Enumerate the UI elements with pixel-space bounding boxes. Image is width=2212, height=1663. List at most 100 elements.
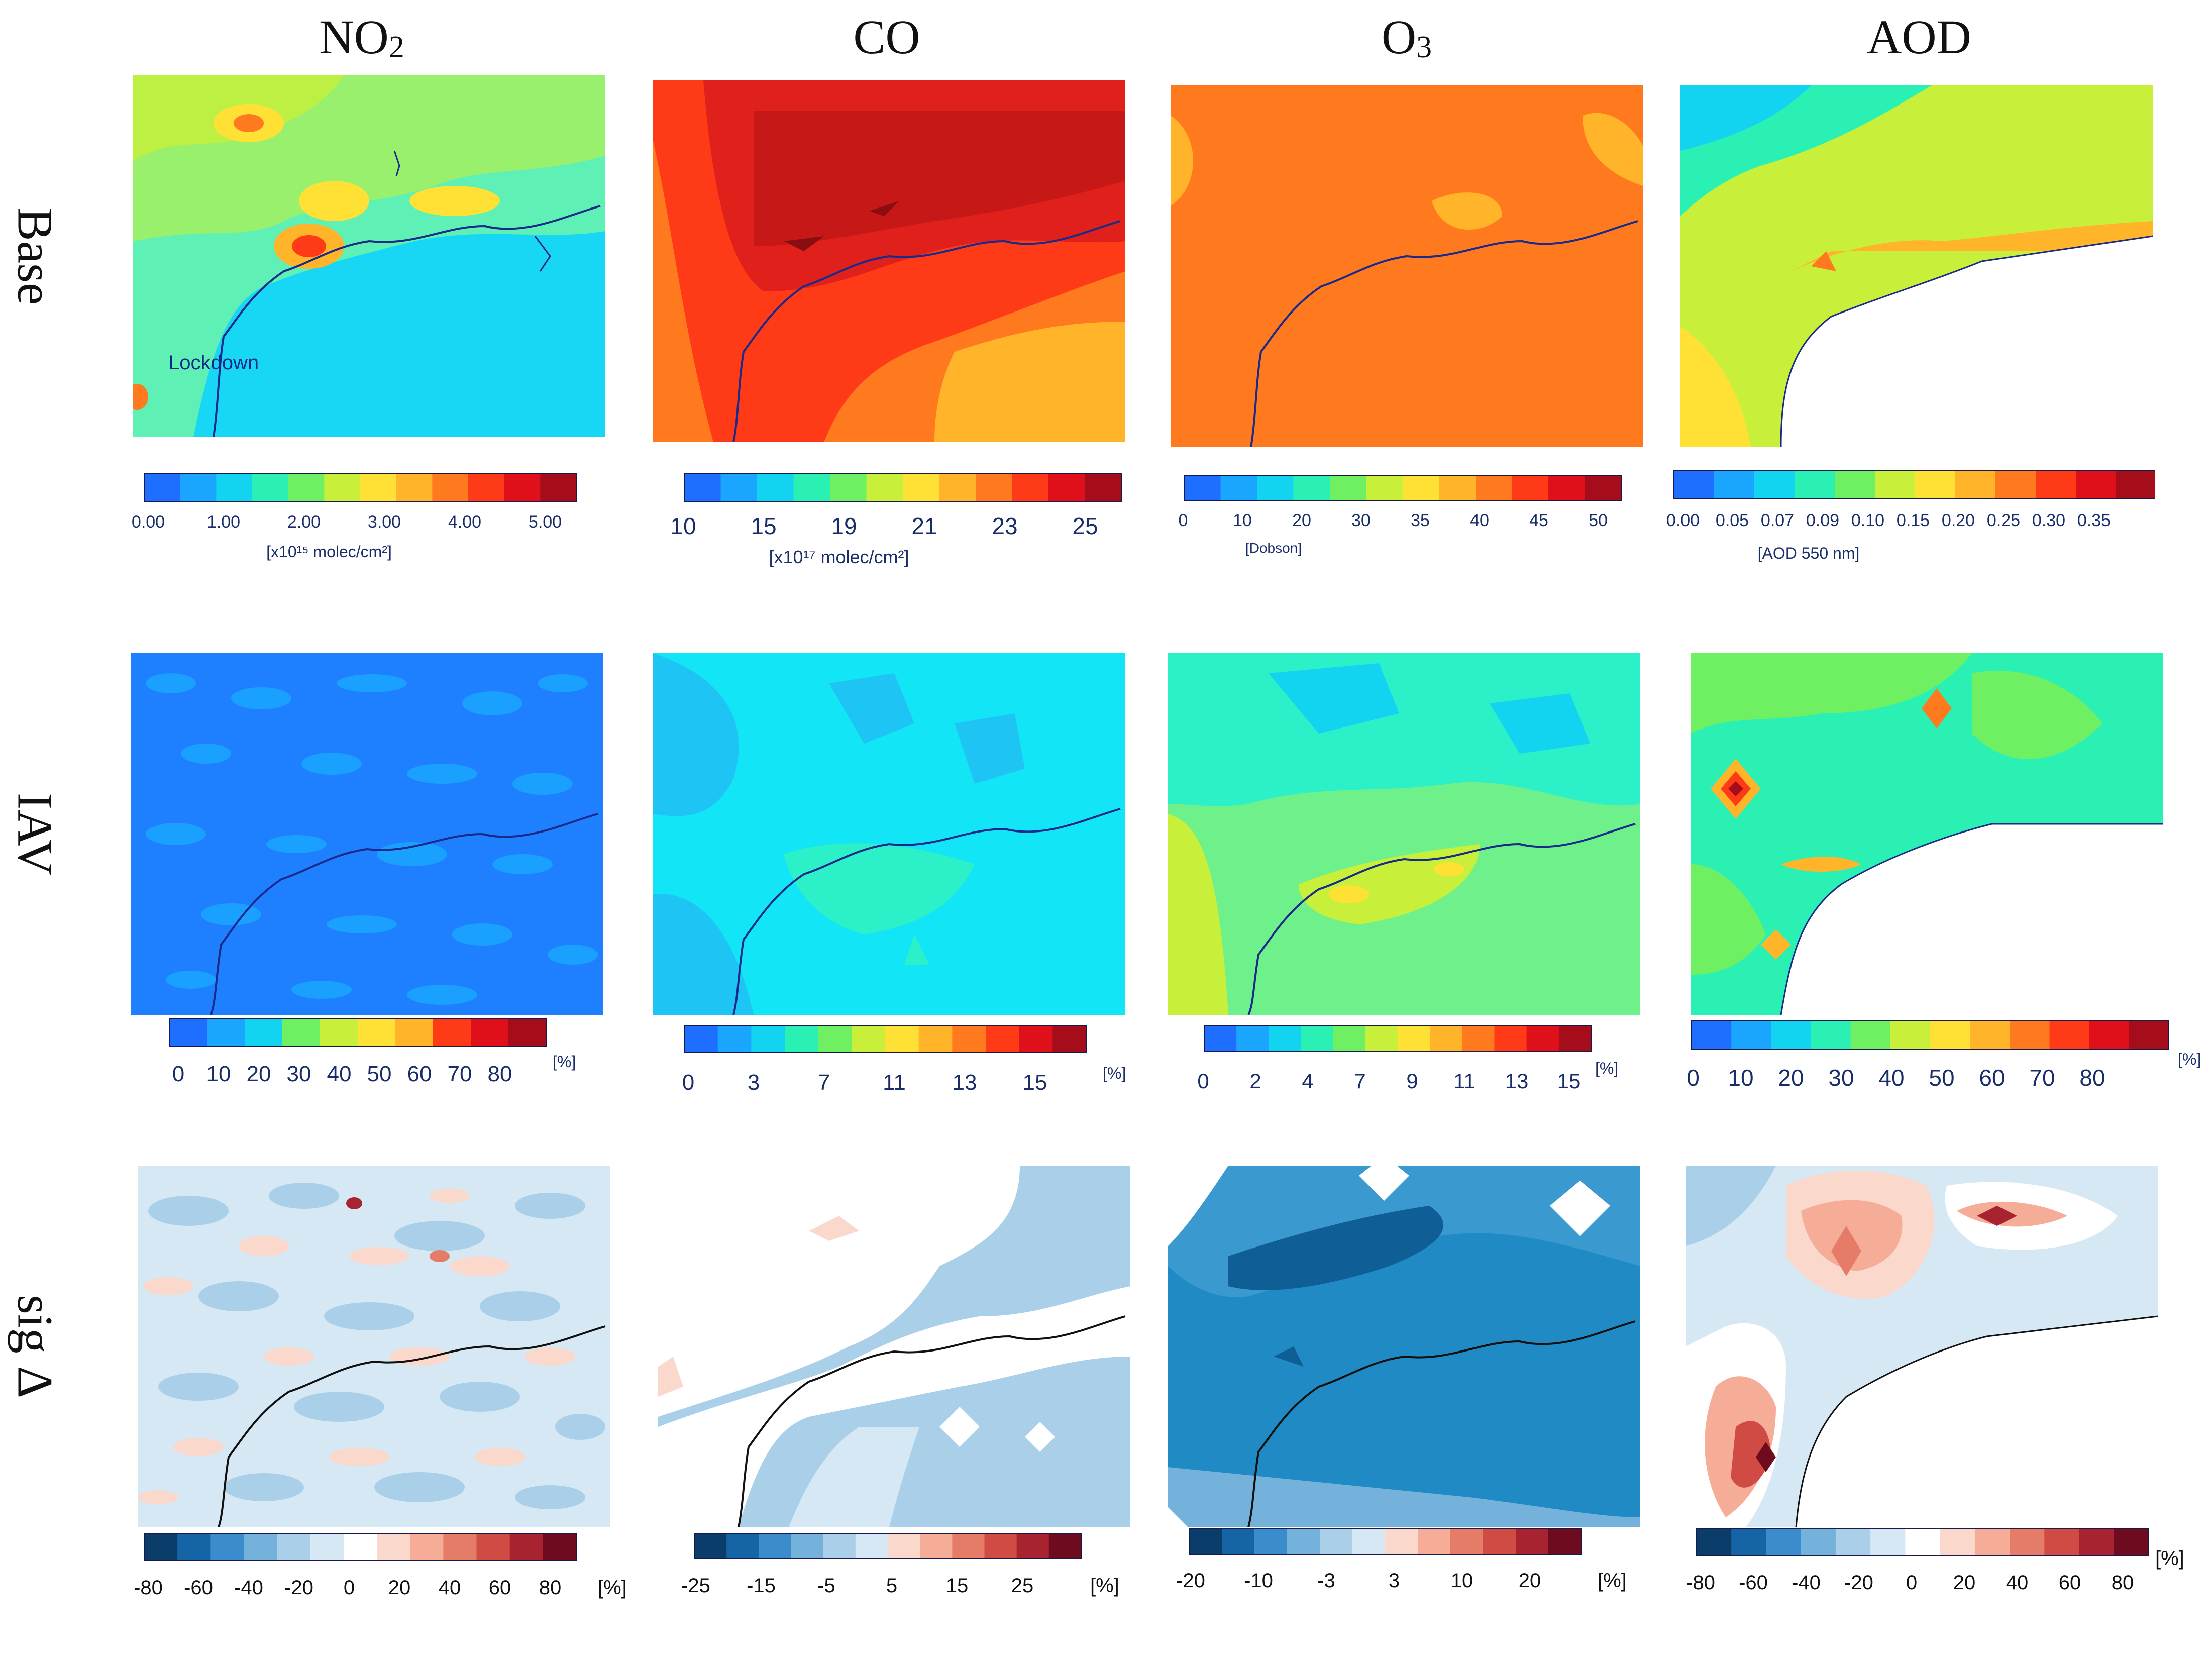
colorbar-swatch (504, 473, 541, 501)
tick-label: 15 (1557, 1069, 1581, 1093)
tick-label: 60 (488, 1577, 511, 1599)
map-iav-co (653, 653, 1125, 1015)
tick-label: 1.00 (206, 512, 241, 532)
colorbar-unit: [%] (1090, 1575, 1119, 1597)
colorbar-swatch (1811, 1021, 1851, 1049)
colorbar-swatch (1995, 471, 2036, 499)
row-header-base: Base (7, 207, 63, 305)
colorbar-swatch (410, 1533, 444, 1561)
colorbar-swatch (1955, 471, 1996, 499)
colorbar-swatch (433, 1018, 471, 1047)
tick-label: 15 (1022, 1070, 1047, 1095)
colorbar-swatch (1890, 1021, 1931, 1049)
colorbar-swatch (1365, 1026, 1398, 1051)
colorbar-strip (1184, 475, 1622, 501)
colorbar-sig-o3: -20 -10 -3 3 10 20 [%] (1176, 1527, 1660, 1658)
colorbar-unit: [Dobson] (1245, 540, 1302, 556)
colorbar-swatch (986, 1026, 1020, 1052)
tick-label: 13 (1505, 1069, 1529, 1093)
column-header-co: CO (651, 9, 1123, 65)
colorbar-swatch (1333, 1026, 1366, 1051)
colorbar-swatch (2076, 471, 2117, 499)
colorbar-swatch (903, 473, 939, 501)
tick-label: 11 (1453, 1069, 1476, 1093)
colorbar-border (1189, 1528, 1582, 1555)
colorbar-swatch (1870, 1528, 1906, 1555)
colorbar-strip (684, 1025, 1087, 1053)
map-iav-no2 (131, 653, 603, 1015)
colorbar-swatch (343, 1533, 377, 1561)
colorbar-swatch (508, 1018, 547, 1047)
map-iav-o3 (1168, 653, 1640, 1015)
lockdown-label: Lockdown (168, 352, 259, 374)
colorbar-swatch (395, 1018, 434, 1047)
colorbar-swatch (169, 1018, 207, 1047)
colorbar-border (1184, 475, 1622, 501)
colorbar-swatch (540, 473, 577, 501)
colorbar-swatch (2036, 471, 2076, 499)
colorbar-swatch (1184, 476, 1221, 501)
colorbar-border (144, 1533, 577, 1561)
colorbar-swatch (885, 1026, 919, 1052)
tick-label: 20 (1292, 511, 1311, 530)
colorbar-strip (684, 473, 1122, 502)
colorbar-swatch (1970, 1021, 2010, 1049)
colorbar-strip (1673, 470, 2155, 499)
map-base-aod (1680, 85, 2153, 447)
colorbar-swatch (684, 473, 721, 501)
tick-label: 0.35 (2077, 511, 2111, 530)
colorbar-swatch (1835, 1528, 1871, 1555)
colorbar-base-co: 10 15 19 21 23 25 [x10¹⁷ molec/cm²] (670, 472, 1155, 603)
colorbar-swatch (144, 1533, 178, 1561)
colorbar-swatch (1016, 1533, 1049, 1558)
tick-label: -80 (134, 1577, 163, 1599)
colorbar-swatch (1320, 1528, 1353, 1554)
colorbar-swatch (694, 1533, 727, 1558)
colorbar-border (169, 1018, 547, 1047)
tick-label: 5 (886, 1575, 898, 1597)
colorbar-swatch (1052, 1026, 1087, 1052)
colorbar-border (1204, 1025, 1592, 1052)
row-header-iav: IAV (7, 792, 63, 876)
colorbar-swatch (2089, 1021, 2130, 1049)
colorbar-swatch (1293, 476, 1330, 501)
tick-label: 60 (2058, 1572, 2081, 1594)
map-sig-no2 (138, 1166, 610, 1527)
colorbar-swatch (252, 473, 289, 501)
tick-label: 21 (911, 513, 937, 539)
colorbar-strip (1189, 1528, 1582, 1555)
colorbar-border (684, 1025, 1087, 1053)
tick-label: -60 (1739, 1572, 1768, 1594)
tick-label: 7 (1354, 1069, 1366, 1093)
tick-label: 0 (682, 1070, 695, 1095)
colorbar-swatch (1754, 471, 1795, 499)
colorbar-swatch (1483, 1528, 1516, 1554)
colorbar-swatch (952, 1533, 985, 1558)
tick-label: 0 (1178, 511, 1188, 530)
colorbar-swatch (1403, 476, 1439, 501)
colorbar-strip (1204, 1025, 1592, 1052)
colorbar-base-no2: 0.00 1.00 2.00 3.00 4.00 5.00 [x10¹⁵ mol… (132, 472, 615, 603)
colorbar-swatch (1330, 476, 1366, 501)
row-header-sig: sig Δ (7, 1294, 63, 1398)
colorbar-swatch (1430, 1026, 1462, 1051)
tick-label: -10 (1244, 1570, 1273, 1592)
tick-label: 30 (286, 1062, 311, 1086)
tick-label: -20 (1844, 1572, 1873, 1594)
map-base-co (653, 80, 1125, 442)
colorbar-swatch (793, 473, 830, 501)
map-sig-aod (1686, 1166, 2158, 1527)
colorbar-swatch (726, 1533, 759, 1558)
colorbar-swatch (1476, 476, 1512, 501)
tick-label: -20 (284, 1577, 313, 1599)
tick-label: 11 (883, 1070, 906, 1095)
tick-label: 20 (1518, 1570, 1541, 1592)
tick-label: 0.15 (1896, 511, 1930, 530)
colorbar-swatch (1204, 1026, 1237, 1051)
tick-label: 45 (1529, 511, 1548, 530)
colorbar-swatch (920, 1533, 953, 1558)
colorbar-swatch (791, 1533, 824, 1558)
tick-label: 20 (246, 1062, 271, 1086)
colorbar-swatch (1385, 1528, 1418, 1554)
colorbar-swatch (509, 1533, 544, 1561)
